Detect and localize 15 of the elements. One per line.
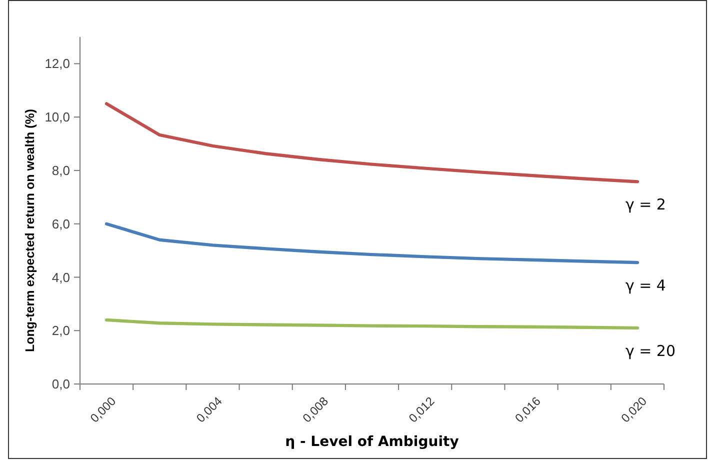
- series-label: γ = 20: [625, 342, 676, 360]
- line-series: [104, 222, 640, 264]
- y-tick-label: 4,0: [52, 270, 70, 285]
- line-series: [104, 318, 640, 330]
- x-axis-title: η - Level of Ambiguity: [285, 434, 459, 450]
- y-tick-label: 0,0: [52, 376, 70, 392]
- series-label: γ = 4: [625, 276, 666, 295]
- y-tick-label: 10,0: [44, 110, 70, 125]
- y-tick-label: 6,0: [52, 216, 70, 232]
- y-axis-title: Long-term expected return on wealth (%): [23, 108, 37, 352]
- y-tick-label: 8,0: [52, 163, 70, 178]
- line-series: [104, 102, 640, 184]
- series-label: γ = 2: [625, 196, 666, 214]
- y-tick-label: 2,0: [52, 323, 70, 338]
- y-tick-label: 12,0: [44, 56, 70, 72]
